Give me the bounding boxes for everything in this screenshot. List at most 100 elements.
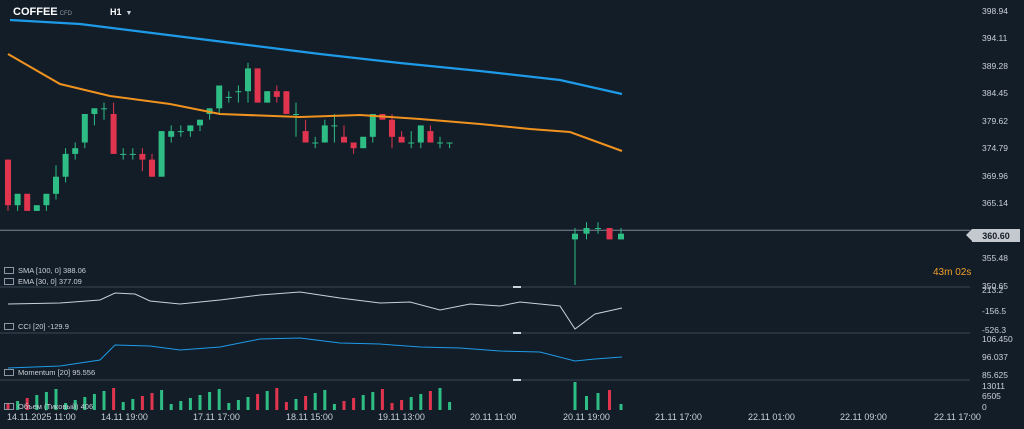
candle-body xyxy=(149,159,155,177)
price-axis-label: 369.96 xyxy=(982,170,1008,181)
candle-body xyxy=(91,108,98,115)
volume-bar xyxy=(236,400,240,410)
volume-bar xyxy=(608,390,611,410)
volume-bar xyxy=(448,402,452,410)
volume-bar xyxy=(438,388,442,410)
ema-label: EMA [30, 0] 377.09 xyxy=(18,277,82,286)
volume-bar xyxy=(102,391,106,410)
candle-body xyxy=(595,228,601,230)
candle-body xyxy=(139,153,146,160)
volume-bar xyxy=(217,389,221,410)
volume-label: Объем (Тиковый) 406 xyxy=(18,402,94,411)
candle-body xyxy=(101,108,107,110)
candle-body xyxy=(177,131,184,133)
volume-bar xyxy=(169,404,173,410)
volume-bar xyxy=(332,404,336,410)
candle-body xyxy=(283,91,290,115)
volume-bar xyxy=(419,394,423,410)
candle-body xyxy=(129,153,136,155)
candle-body xyxy=(369,114,376,137)
symbol-selector[interactable]: COFFEE CFD xyxy=(13,6,72,18)
candle-body xyxy=(606,228,613,240)
candle-body xyxy=(43,193,50,206)
candle-body xyxy=(225,96,232,98)
candle-body xyxy=(341,136,347,143)
cci-label: CCI [20] -129.9 xyxy=(18,322,69,331)
cci-line xyxy=(7,291,623,330)
sma-legend[interactable]: SMA [100, 0] 388.06 xyxy=(4,266,86,275)
price-axis-label: 394.11 xyxy=(982,33,1008,44)
chevron-down-icon: ▼ xyxy=(125,10,133,17)
price-axis-label: 384.45 xyxy=(982,88,1008,99)
candle-body xyxy=(110,114,117,154)
volume-bar xyxy=(390,403,394,410)
candle-body xyxy=(62,153,69,177)
candle-body xyxy=(264,91,271,103)
volume-bar xyxy=(6,404,10,410)
momentum-line xyxy=(7,337,623,369)
timer-minutes: 43m xyxy=(933,267,953,278)
volume-bar xyxy=(371,392,375,410)
volume-bar xyxy=(188,398,192,410)
candle-body xyxy=(53,176,59,194)
volume-bar xyxy=(73,400,77,410)
candle-body xyxy=(33,205,40,211)
candle-body xyxy=(427,131,434,143)
volume-bar xyxy=(256,394,260,410)
price-axis-label: 355.48 xyxy=(982,253,1008,264)
momentum-label: Momentum [20] 95.556 xyxy=(18,368,96,377)
candle-body xyxy=(120,153,127,155)
volume-legend[interactable]: Объем (Тиковый) 406 xyxy=(4,402,93,411)
volume-bar xyxy=(428,391,432,410)
indicator-settings-icon[interactable] xyxy=(4,369,14,376)
volume-bar xyxy=(25,398,29,410)
ema-legend[interactable]: EMA [30, 0] 377.09 xyxy=(4,277,82,286)
volume-bar xyxy=(83,397,87,410)
candle-body xyxy=(235,91,242,93)
panel-resize-handle xyxy=(513,379,521,381)
volume-bar xyxy=(160,390,164,410)
candle-body xyxy=(293,114,299,116)
time-axis-label: 18.11 15:00 xyxy=(286,412,333,422)
cci-legend[interactable]: CCI [20] -129.9 xyxy=(4,322,69,331)
sma-line xyxy=(9,18,623,96)
indicator-settings-icon[interactable] xyxy=(4,323,14,330)
time-axis-label: 20.11 19:00 xyxy=(563,412,610,422)
time-axis-label: 21.11 17:00 xyxy=(655,412,702,422)
panel-resize-handle xyxy=(513,332,521,334)
volume-bar xyxy=(619,404,623,410)
volume-bar xyxy=(265,391,269,410)
candle-body xyxy=(417,125,424,143)
timeframe-selector[interactable]: H1 ▼ xyxy=(110,7,132,17)
candle-body xyxy=(408,142,415,144)
timeframe-label: H1 xyxy=(109,7,122,17)
volume-bar xyxy=(44,392,48,410)
volume-bar xyxy=(400,400,404,410)
candle-body xyxy=(273,91,280,97)
volume-axis-2: 6505 xyxy=(982,391,1001,401)
volume-bar xyxy=(140,396,144,410)
candle-body xyxy=(245,68,251,92)
momentum-legend[interactable]: Momentum [20] 95.556 xyxy=(4,368,95,377)
volume-bar xyxy=(596,393,600,410)
ema-line xyxy=(7,53,623,152)
indicator-settings-icon[interactable] xyxy=(4,278,14,285)
timer-seconds: 02s xyxy=(955,267,972,278)
momentum-axis-1: 106.450 xyxy=(982,334,1013,344)
volume-bar xyxy=(380,389,384,410)
price-axis-label: 374.79 xyxy=(982,143,1008,154)
candle-body xyxy=(254,68,261,103)
candle-body xyxy=(5,159,11,206)
volume-bar xyxy=(54,389,58,410)
indicator-settings-icon[interactable] xyxy=(4,403,14,410)
volume-bar xyxy=(352,398,356,410)
candle-body xyxy=(583,228,590,234)
volume-bar xyxy=(16,401,20,410)
indicator-settings-icon[interactable] xyxy=(4,267,14,274)
candle-body xyxy=(72,148,79,154)
symbol-sup: CFD xyxy=(59,11,72,17)
candle-countdown: 43m 02s xyxy=(933,267,971,278)
candle-body xyxy=(302,131,309,143)
